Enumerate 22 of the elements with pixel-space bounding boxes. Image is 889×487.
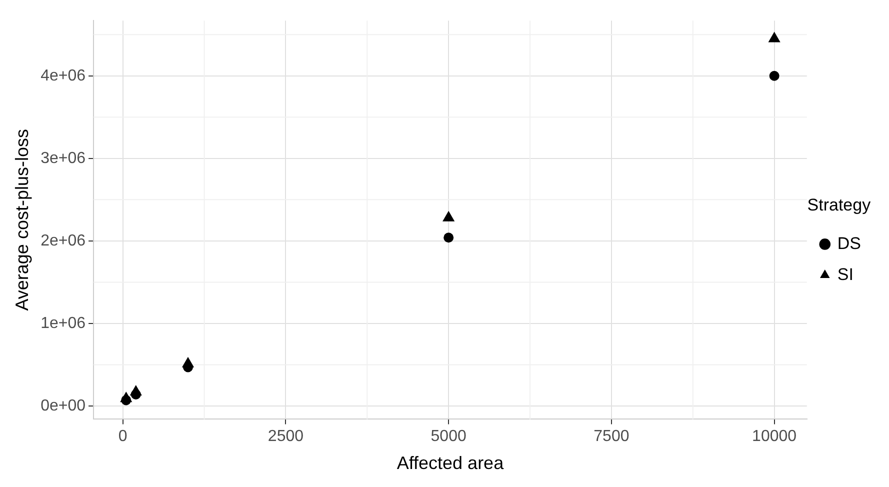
x-tick-label: 10000	[752, 428, 797, 446]
point	[183, 362, 193, 372]
x-tick-label: 0	[118, 428, 128, 446]
legend-label: SI	[837, 264, 854, 284]
point	[768, 32, 780, 42]
x-tick-label: 2500	[268, 428, 304, 446]
point	[769, 70, 780, 81]
point	[130, 389, 141, 400]
x-tick-label: 7500	[594, 428, 630, 446]
y-tick-label: 0e+00	[40, 397, 86, 414]
y-tick-label: 4e+06	[40, 67, 86, 84]
point	[121, 395, 132, 406]
x-tick-label: 5000	[430, 428, 466, 446]
y-axis-title: Average cost-plus-loss	[12, 129, 32, 311]
point	[442, 210, 455, 222]
y-tick-label: 2e+06	[40, 232, 86, 250]
x-axis-title: Affected area	[396, 453, 505, 474]
point	[444, 232, 454, 243]
y-tick-label: 3e+06	[40, 150, 86, 167]
legend-label: DS	[837, 234, 862, 253]
y-tick-label: 1e+06	[40, 314, 86, 332]
legend-title: Strategy	[807, 195, 872, 214]
